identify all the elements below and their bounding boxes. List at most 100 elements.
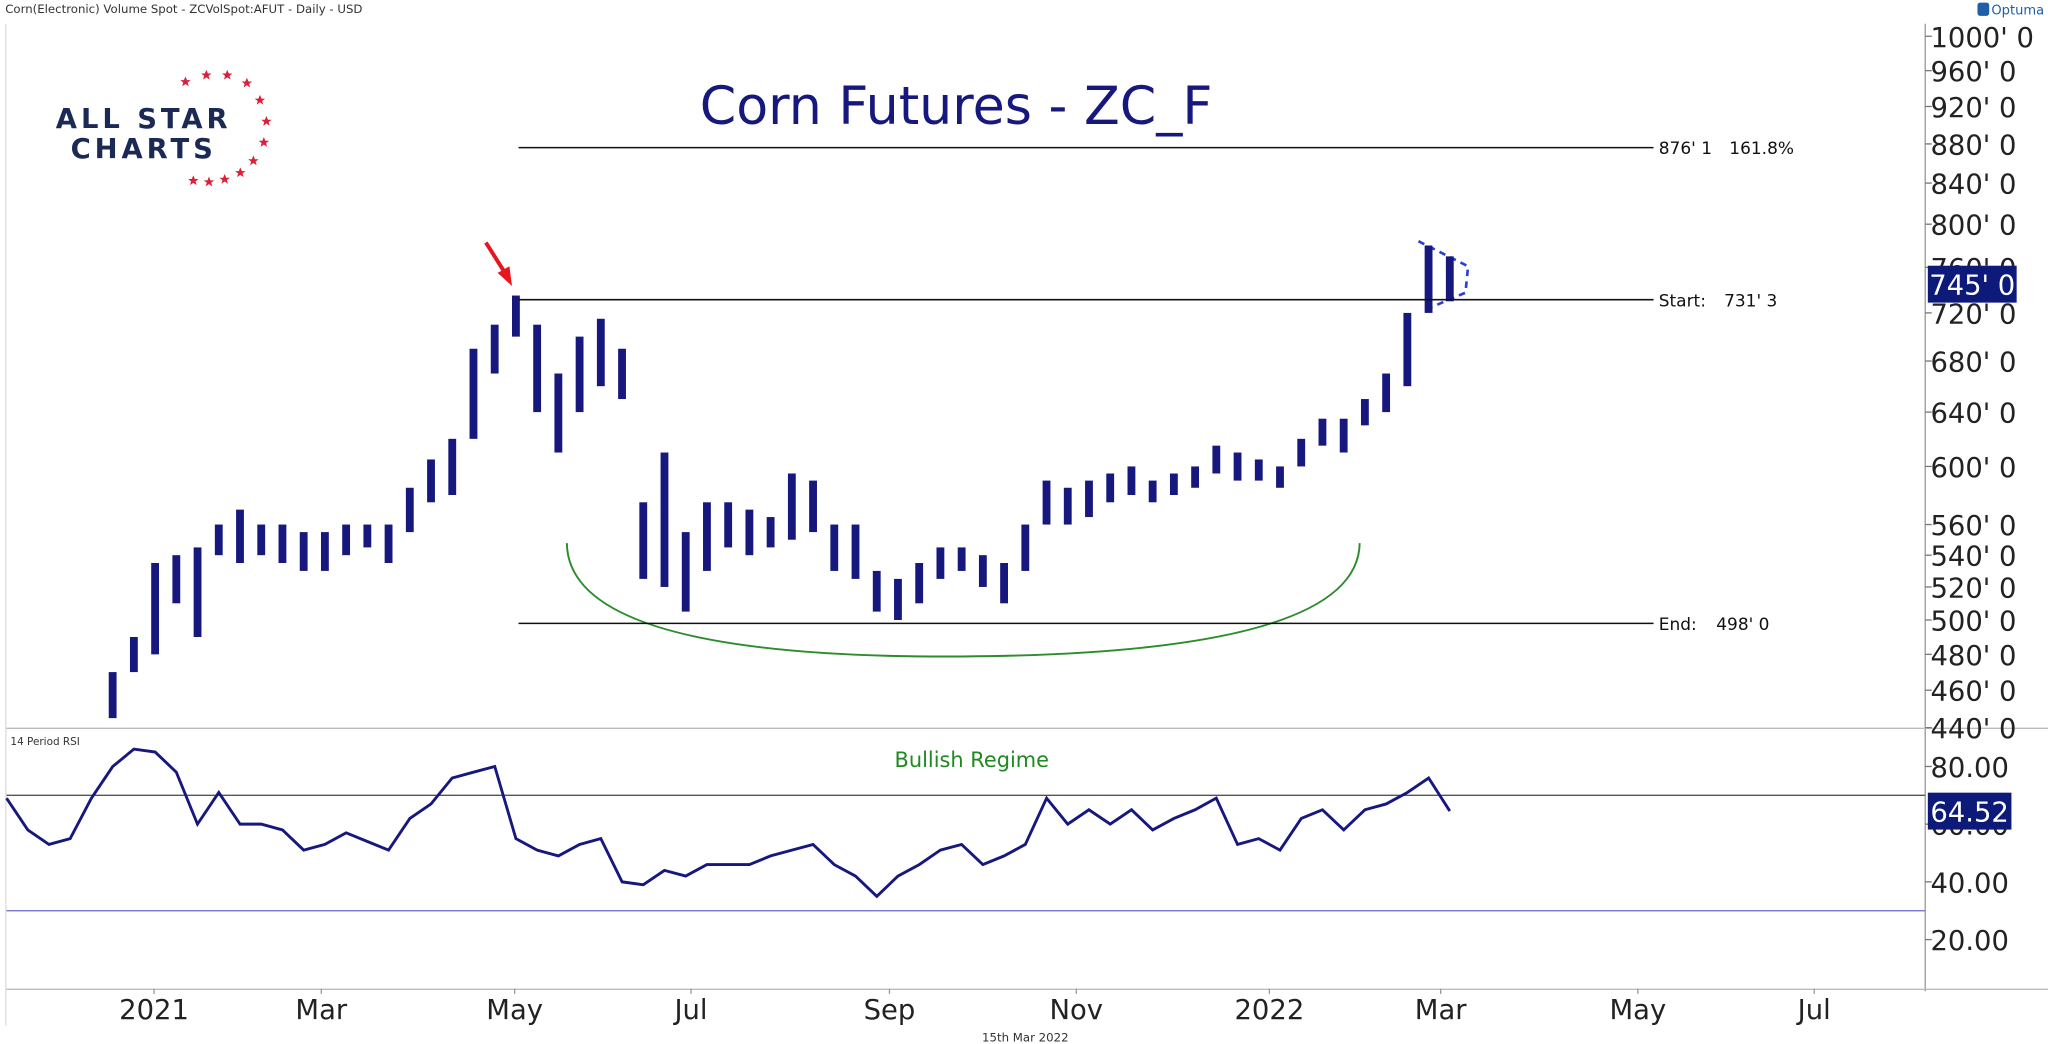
price-bar (1063, 487, 1072, 525)
price-bar (957, 547, 966, 571)
price-bar (575, 336, 584, 413)
price-bar (257, 524, 266, 556)
price-bar (1403, 312, 1412, 387)
chart-header: Corn(Electronic) Volume Spot - ZCVolSpot… (5, 2, 362, 16)
last-price-label: 745' 0 (1929, 270, 2015, 302)
x-tick-label: Jul (1796, 994, 1831, 1026)
price-bar (299, 532, 308, 571)
price-bar (766, 517, 775, 548)
price-bar (787, 473, 796, 540)
last-value-label: 64.52 (1930, 797, 2009, 829)
y-tick-label: 20.00 (1930, 925, 2009, 957)
price-bar (1424, 245, 1433, 313)
price-bar (1212, 445, 1221, 474)
y-tick-label: 920' 0 (1930, 92, 2016, 124)
price-bar (533, 324, 542, 413)
x-tick-label: Nov (1049, 994, 1103, 1026)
chart-title: Corn Futures - ZC_F (700, 76, 1213, 137)
price-bar (342, 524, 351, 556)
level-note: 161.8% (1729, 139, 1794, 159)
y-tick-label: 440' 0 (1930, 713, 2016, 745)
price-bar (851, 524, 860, 579)
logo-text: ALL STAR (56, 103, 232, 135)
x-tick-label: May (1609, 994, 1666, 1026)
price-bar (936, 547, 945, 579)
price-bar (448, 438, 457, 495)
y-tick-label: 1000' 0 (1930, 22, 2033, 54)
price-bar (978, 555, 987, 587)
price-bar (1297, 438, 1306, 467)
logo-text: CHARTS (71, 133, 217, 165)
price-bar (384, 524, 393, 564)
price-bar (809, 480, 817, 533)
price-bar (1106, 473, 1115, 503)
y-tick-label: 880' 0 (1930, 129, 2016, 161)
panel-title: 14 Period RSI (10, 736, 79, 748)
price-bar (512, 295, 520, 337)
price-bar (236, 509, 244, 564)
price-bar (405, 487, 414, 533)
level-label: 731' 3 (1724, 291, 1777, 311)
price-bar (129, 636, 138, 673)
price-bar (1148, 480, 1157, 503)
price-bar (872, 570, 881, 612)
y-tick-label: 480' 0 (1930, 640, 2016, 672)
y-tick-label: 520' 0 (1930, 572, 2016, 604)
price-bar (1233, 452, 1242, 481)
price-bar (660, 452, 669, 587)
y-tick-label: 640' 0 (1930, 398, 2016, 430)
brand-icon (1977, 2, 1990, 16)
price-bar (278, 524, 287, 564)
annotation: Bullish Regime (895, 748, 1049, 772)
price-bar (1339, 418, 1348, 453)
level-label: 498' 0 (1716, 615, 1769, 635)
price-bar (1042, 480, 1051, 525)
y-tick-label: 500' 0 (1930, 605, 2016, 637)
x-tick-label: Sep (864, 994, 916, 1026)
x-tick-label: Jul (672, 994, 707, 1026)
price-bar (363, 524, 372, 548)
price-bar (894, 578, 902, 620)
y-tick-label: 800' 0 (1930, 210, 2016, 242)
y-tick-label: 680' 0 (1930, 346, 2016, 378)
price-bar (745, 509, 754, 556)
price-bar (596, 318, 605, 387)
level-name: Start: (1659, 291, 1706, 311)
x-tick-label: 2021 (119, 994, 189, 1026)
price-bar (151, 563, 160, 655)
y-tick-label: 840' 0 (1930, 169, 2016, 201)
price-bar (915, 563, 924, 604)
y-tick-label: 960' 0 (1930, 56, 2016, 88)
price-bar (1127, 466, 1136, 495)
price-bar (1000, 563, 1008, 604)
footer-date: 15th Mar 2022 (982, 1030, 1069, 1044)
arrow (484, 241, 506, 273)
price-bar (1169, 473, 1178, 495)
price-bar (639, 502, 648, 579)
x-tick-label: Mar (295, 994, 347, 1026)
price-bar (1191, 466, 1200, 488)
x-tick-label: May (486, 994, 543, 1026)
x-tick-label: 2022 (1234, 994, 1304, 1026)
price-bar (427, 459, 435, 503)
price-bar (108, 672, 117, 719)
rounding-bottom-arc (565, 543, 1361, 658)
price-bar (830, 524, 839, 571)
price-bar (469, 348, 478, 439)
y-tick-label: 720' 0 (1930, 298, 2016, 330)
price-bar (1276, 466, 1284, 488)
price-bar (703, 502, 711, 571)
rsi-line (5, 747, 1452, 899)
price-bar (490, 324, 499, 374)
y-tick-label: 560' 0 (1930, 510, 2016, 542)
last-price-box (1927, 265, 2017, 303)
price-bar (1021, 524, 1030, 571)
price-bar (193, 547, 202, 637)
y-tick-label: 600' 0 (1930, 452, 2016, 484)
level-label: 876' 1 (1659, 139, 1712, 159)
price-bar (320, 532, 329, 571)
price-bar (618, 348, 626, 400)
price-bar (681, 532, 690, 612)
price-bars (108, 245, 1454, 719)
